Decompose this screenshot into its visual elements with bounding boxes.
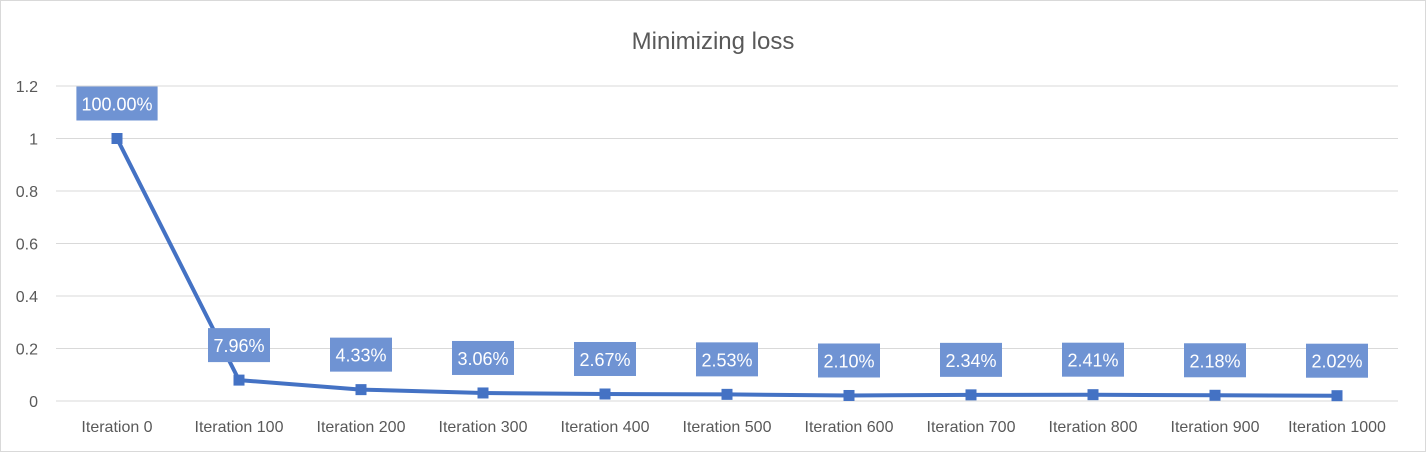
- x-tick-label: Iteration 700: [927, 419, 1016, 436]
- data-label-box: [574, 341, 636, 376]
- x-tick-label: Iteration 100: [195, 419, 284, 436]
- data-label: 2.67%: [579, 350, 630, 370]
- data-label: 2.10%: [823, 351, 874, 371]
- x-tick-label: Iteration 600: [805, 419, 894, 436]
- y-tick-label: 1.2: [16, 79, 38, 96]
- y-tick-label: 0.8: [16, 184, 38, 201]
- data-label-box: [1184, 343, 1246, 378]
- data-label: 4.33%: [335, 346, 386, 366]
- x-tick-label: Iteration 400: [561, 419, 650, 436]
- y-tick-label: 0: [29, 394, 38, 411]
- data-label: 3.06%: [457, 349, 508, 369]
- data-point-marker: [721, 388, 733, 400]
- data-point-marker: [477, 387, 489, 399]
- data-label: 2.34%: [945, 351, 996, 371]
- x-tick-label: Iteration 1000: [1288, 419, 1386, 436]
- x-tick-label: Iteration 300: [439, 419, 528, 436]
- data-label-box: [452, 340, 514, 375]
- data-point-marker: [1209, 389, 1221, 401]
- data-label: 100.00%: [81, 95, 152, 115]
- x-tick-label: Iteration 800: [1049, 419, 1138, 436]
- data-label-box: [696, 342, 758, 377]
- y-tick-label: 1: [29, 132, 38, 149]
- x-tick-label: Iteration 0: [81, 419, 152, 436]
- y-tick-label: 0.4: [16, 289, 38, 306]
- data-label-box: [330, 337, 392, 372]
- data-point-marker: [111, 133, 123, 144]
- data-point-marker: [965, 389, 977, 401]
- x-tick-label: Iteration 200: [317, 419, 406, 436]
- data-point-marker: [1331, 390, 1343, 402]
- x-tick-label: Iteration 500: [683, 419, 772, 436]
- data-point-marker: [599, 388, 611, 400]
- data-point-marker: [1087, 389, 1099, 401]
- data-label: 2.53%: [701, 350, 752, 370]
- y-axis-labels: 0 0.2 0.4 0.6 0.8 1 1.2: [16, 79, 38, 411]
- x-axis-labels: Iteration 0 Iteration 100 Iteration 200 Ite…: [81, 419, 1386, 436]
- data-point-marker: [233, 374, 245, 386]
- data-label-box: [1306, 343, 1368, 378]
- gridlines: [56, 85, 1398, 402]
- data-label: 2.41%: [1067, 351, 1118, 371]
- data-label: 2.02%: [1311, 352, 1362, 372]
- chart-title: Minimizing loss: [632, 28, 795, 55]
- data-label: 2.18%: [1189, 351, 1240, 371]
- data-label-box: [208, 328, 270, 363]
- data-label-box: [76, 86, 158, 121]
- series: [111, 133, 1343, 402]
- x-tick-label: Iteration 900: [1171, 419, 1260, 436]
- y-tick-label: 0.6: [16, 237, 38, 254]
- data-labels: 100.00% 7.96% 4.33% 3.06% 2.67% 2.53% 2.10% 2.3…: [76, 86, 1368, 378]
- data-point-marker: [843, 389, 855, 401]
- data-point-marker: [355, 384, 367, 396]
- data-label: 7.96%: [213, 336, 264, 356]
- y-tick-label: 0.2: [16, 342, 38, 359]
- data-label-box: [940, 342, 1002, 377]
- data-label-box: [818, 343, 880, 378]
- data-label-box: [1062, 342, 1124, 377]
